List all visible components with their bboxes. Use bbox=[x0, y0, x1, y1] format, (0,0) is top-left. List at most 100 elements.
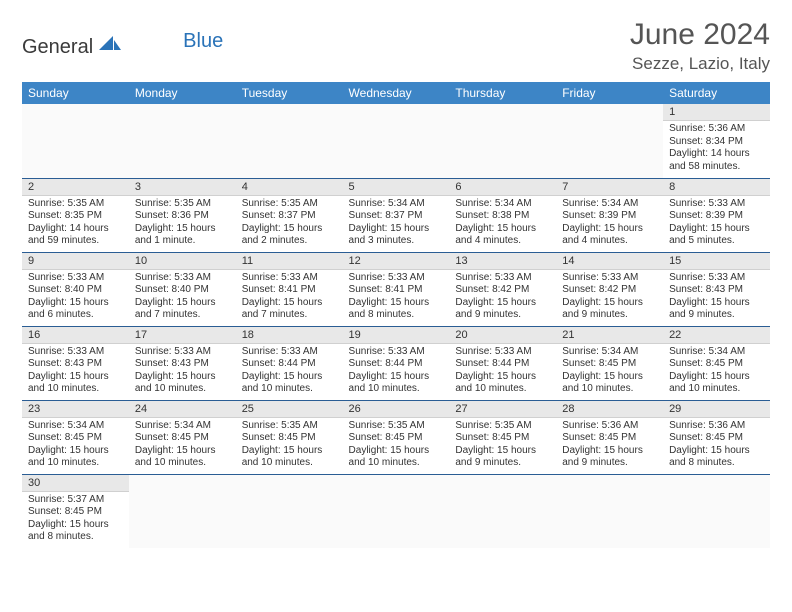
day-details: Sunrise: 5:36 AMSunset: 8:45 PMDaylight:… bbox=[663, 418, 770, 474]
daylight-text: Daylight: 15 hours and 10 minutes. bbox=[135, 371, 230, 396]
sunrise-text: Sunrise: 5:33 AM bbox=[562, 272, 657, 285]
day-number: 28 bbox=[556, 401, 663, 418]
daylight-text: Daylight: 15 hours and 10 minutes. bbox=[455, 371, 550, 396]
sunrise-text: Sunrise: 5:34 AM bbox=[28, 420, 123, 433]
sunset-text: Sunset: 8:40 PM bbox=[28, 284, 123, 297]
day-number: 9 bbox=[22, 253, 129, 270]
sunrise-text: Sunrise: 5:35 AM bbox=[242, 420, 337, 433]
daylight-text: Daylight: 15 hours and 10 minutes. bbox=[28, 445, 123, 470]
calendar-week-row: 30Sunrise: 5:37 AMSunset: 8:45 PMDayligh… bbox=[22, 474, 770, 548]
sunrise-text: Sunrise: 5:37 AM bbox=[28, 494, 123, 507]
day-details: Sunrise: 5:33 AMSunset: 8:43 PMDaylight:… bbox=[663, 270, 770, 326]
sunset-text: Sunset: 8:37 PM bbox=[242, 210, 337, 223]
sunrise-text: Sunrise: 5:36 AM bbox=[669, 123, 764, 136]
daylight-text: Daylight: 15 hours and 5 minutes. bbox=[669, 223, 764, 248]
sunset-text: Sunset: 8:44 PM bbox=[455, 358, 550, 371]
day-number: 12 bbox=[343, 253, 450, 270]
calendar-cell bbox=[449, 474, 556, 548]
calendar-cell: 1Sunrise: 5:36 AMSunset: 8:34 PMDaylight… bbox=[663, 104, 770, 178]
sunrise-text: Sunrise: 5:33 AM bbox=[455, 272, 550, 285]
calendar-cell: 25Sunrise: 5:35 AMSunset: 8:45 PMDayligh… bbox=[236, 400, 343, 474]
calendar-cell: 10Sunrise: 5:33 AMSunset: 8:40 PMDayligh… bbox=[129, 252, 236, 326]
logo: General Blue bbox=[22, 18, 223, 59]
day-number: 4 bbox=[236, 179, 343, 196]
sunset-text: Sunset: 8:36 PM bbox=[135, 210, 230, 223]
day-number: 6 bbox=[449, 179, 556, 196]
calendar-cell: 27Sunrise: 5:35 AMSunset: 8:45 PMDayligh… bbox=[449, 400, 556, 474]
calendar-cell bbox=[343, 104, 450, 178]
daylight-text: Daylight: 15 hours and 10 minutes. bbox=[349, 445, 444, 470]
sunset-text: Sunset: 8:39 PM bbox=[562, 210, 657, 223]
daylight-text: Daylight: 15 hours and 9 minutes. bbox=[455, 445, 550, 470]
sunset-text: Sunset: 8:45 PM bbox=[669, 358, 764, 371]
daylight-text: Daylight: 15 hours and 10 minutes. bbox=[242, 371, 337, 396]
sunrise-text: Sunrise: 5:33 AM bbox=[135, 346, 230, 359]
calendar-cell: 23Sunrise: 5:34 AMSunset: 8:45 PMDayligh… bbox=[22, 400, 129, 474]
day-details: Sunrise: 5:33 AMSunset: 8:43 PMDaylight:… bbox=[129, 344, 236, 400]
calendar-cell: 14Sunrise: 5:33 AMSunset: 8:42 PMDayligh… bbox=[556, 252, 663, 326]
day-number: 26 bbox=[343, 401, 450, 418]
calendar-cell: 21Sunrise: 5:34 AMSunset: 8:45 PMDayligh… bbox=[556, 326, 663, 400]
sunrise-text: Sunrise: 5:35 AM bbox=[242, 198, 337, 211]
day-details: Sunrise: 5:35 AMSunset: 8:45 PMDaylight:… bbox=[449, 418, 556, 474]
daylight-text: Daylight: 15 hours and 8 minutes. bbox=[669, 445, 764, 470]
sunrise-text: Sunrise: 5:33 AM bbox=[242, 346, 337, 359]
sunrise-text: Sunrise: 5:34 AM bbox=[669, 346, 764, 359]
daylight-text: Daylight: 15 hours and 10 minutes. bbox=[349, 371, 444, 396]
calendar-cell: 26Sunrise: 5:35 AMSunset: 8:45 PMDayligh… bbox=[343, 400, 450, 474]
sunrise-text: Sunrise: 5:34 AM bbox=[135, 420, 230, 433]
daylight-text: Daylight: 15 hours and 4 minutes. bbox=[562, 223, 657, 248]
sunset-text: Sunset: 8:38 PM bbox=[455, 210, 550, 223]
day-number: 23 bbox=[22, 401, 129, 418]
sunset-text: Sunset: 8:37 PM bbox=[349, 210, 444, 223]
day-details: Sunrise: 5:33 AMSunset: 8:44 PMDaylight:… bbox=[236, 344, 343, 400]
calendar-cell: 19Sunrise: 5:33 AMSunset: 8:44 PMDayligh… bbox=[343, 326, 450, 400]
daylight-text: Daylight: 14 hours and 58 minutes. bbox=[669, 148, 764, 173]
daylight-text: Daylight: 15 hours and 4 minutes. bbox=[455, 223, 550, 248]
calendar-cell: 29Sunrise: 5:36 AMSunset: 8:45 PMDayligh… bbox=[663, 400, 770, 474]
day-details: Sunrise: 5:33 AMSunset: 8:42 PMDaylight:… bbox=[556, 270, 663, 326]
calendar-cell: 22Sunrise: 5:34 AMSunset: 8:45 PMDayligh… bbox=[663, 326, 770, 400]
calendar-cell: 5Sunrise: 5:34 AMSunset: 8:37 PMDaylight… bbox=[343, 178, 450, 252]
sunset-text: Sunset: 8:42 PM bbox=[455, 284, 550, 297]
daylight-text: Daylight: 15 hours and 9 minutes. bbox=[562, 297, 657, 322]
sunset-text: Sunset: 8:45 PM bbox=[242, 432, 337, 445]
weekday-header: Sunday bbox=[22, 82, 129, 104]
day-details: Sunrise: 5:34 AMSunset: 8:38 PMDaylight:… bbox=[449, 196, 556, 252]
logo-text-blue: Blue bbox=[183, 30, 223, 53]
day-number: 25 bbox=[236, 401, 343, 418]
sunrise-text: Sunrise: 5:36 AM bbox=[669, 420, 764, 433]
weekday-header: Wednesday bbox=[343, 82, 450, 104]
calendar-cell: 17Sunrise: 5:33 AMSunset: 8:43 PMDayligh… bbox=[129, 326, 236, 400]
sunrise-text: Sunrise: 5:34 AM bbox=[562, 346, 657, 359]
sunset-text: Sunset: 8:39 PM bbox=[669, 210, 764, 223]
calendar-cell: 15Sunrise: 5:33 AMSunset: 8:43 PMDayligh… bbox=[663, 252, 770, 326]
day-details: Sunrise: 5:35 AMSunset: 8:45 PMDaylight:… bbox=[343, 418, 450, 474]
day-number: 3 bbox=[129, 179, 236, 196]
sunset-text: Sunset: 8:45 PM bbox=[349, 432, 444, 445]
weekday-header-row: Sunday Monday Tuesday Wednesday Thursday… bbox=[22, 82, 770, 104]
sunrise-text: Sunrise: 5:34 AM bbox=[349, 198, 444, 211]
calendar-week-row: 9 Sunrise: 5:33 AM Sunset: 8:40 PM Daylight… bbox=[22, 252, 770, 326]
weekday-header: Saturday bbox=[663, 82, 770, 104]
daylight-text: Daylight: 15 hours and 10 minutes. bbox=[135, 445, 230, 470]
day-details: Sunrise: 5:36 AMSunset: 8:45 PMDaylight:… bbox=[556, 418, 663, 474]
sunrise-text: Sunrise: 5:35 AM bbox=[349, 420, 444, 433]
calendar-cell: 18Sunrise: 5:33 AMSunset: 8:44 PMDayligh… bbox=[236, 326, 343, 400]
day-details: Sunrise: 5:33 AMSunset: 8:44 PMDaylight:… bbox=[343, 344, 450, 400]
sunset-text: Sunset: 8:45 PM bbox=[455, 432, 550, 445]
day-number: 14 bbox=[556, 253, 663, 270]
sunset-text: Sunset: 8:35 PM bbox=[28, 210, 123, 223]
calendar-week-row: 23Sunrise: 5:34 AMSunset: 8:45 PMDayligh… bbox=[22, 400, 770, 474]
day-details: Sunrise: 5:36 AMSunset: 8:34 PMDaylight:… bbox=[663, 121, 770, 177]
header: General Blue June 2024 Sezze, Lazio, Ita… bbox=[22, 18, 770, 74]
sunrise-text: Sunrise: 5:36 AM bbox=[562, 420, 657, 433]
sunset-text: Sunset: 8:44 PM bbox=[242, 358, 337, 371]
sunrise-text: Sunrise: 5:34 AM bbox=[562, 198, 657, 211]
day-details: Sunrise: 5:33 AMSunset: 8:39 PMDaylight:… bbox=[663, 196, 770, 252]
daylight-text: Daylight: 15 hours and 7 minutes. bbox=[242, 297, 337, 322]
daylight-text: Daylight: 15 hours and 8 minutes. bbox=[349, 297, 444, 322]
day-number: 8 bbox=[663, 179, 770, 196]
sunset-text: Sunset: 8:40 PM bbox=[135, 284, 230, 297]
daylight-text: Daylight: 14 hours and 59 minutes. bbox=[28, 223, 123, 248]
